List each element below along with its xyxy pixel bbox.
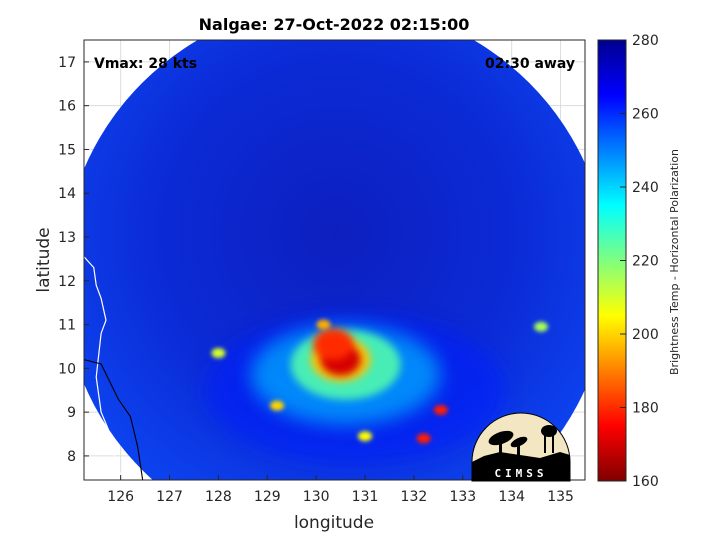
y-tick-label: 11 xyxy=(58,318,76,334)
colorbar-label: Brightness Temp - Horizontal Polarizatio… xyxy=(668,149,681,375)
colorbar-tick-label: 200 xyxy=(632,327,659,343)
x-tick-label: 127 xyxy=(156,489,183,505)
coastline-line xyxy=(84,359,144,480)
y-axis-label: latitude xyxy=(34,227,54,292)
colorbar-tick-label: 260 xyxy=(632,107,659,123)
x-axis: 126 127 128 129 130 131 132 133 134 135 xyxy=(107,475,574,505)
plot-area xyxy=(84,40,585,480)
colorbar-tick-label: 240 xyxy=(632,180,659,196)
feature-central-convection xyxy=(313,328,354,361)
feature-cloud-cell xyxy=(211,348,226,359)
y-tick-label: 14 xyxy=(58,186,76,202)
x-tick-label: 129 xyxy=(254,489,281,505)
cimss-logo: CIMSS xyxy=(471,412,571,482)
coastline xyxy=(84,256,144,480)
feature-rainband-cell xyxy=(416,433,431,444)
brightness-temp-swath xyxy=(84,40,585,480)
colorbar-tick-label: 220 xyxy=(632,254,659,270)
colorbar: 160 180 200 220 240 260 280 Brightness Temp - … xyxy=(597,33,681,490)
vmax-annotation: Vmax: 28 kts xyxy=(94,56,197,72)
x-tick-label: 135 xyxy=(547,489,574,505)
y-axis: 8 9 10 11 12 13 14 15 16 17 xyxy=(58,55,89,465)
y-tick-label: 8 xyxy=(67,449,76,465)
feature-cloud-cell xyxy=(534,321,549,332)
time-away-annotation: 02:30 away xyxy=(485,56,575,72)
x-tick-label: 131 xyxy=(352,489,379,505)
y-tick-label: 13 xyxy=(58,230,76,246)
colorbar-tick-label: 180 xyxy=(632,401,659,417)
colorbar-tick-label: 280 xyxy=(632,33,659,49)
logo-text: CIMSS xyxy=(494,467,547,480)
swath-features xyxy=(205,314,549,465)
x-axis-label: longitude xyxy=(294,513,374,533)
y-tick-label: 17 xyxy=(58,55,76,71)
feature-rainband-cell xyxy=(316,319,331,330)
feature-rainband-cell xyxy=(358,431,373,442)
plot-frame xyxy=(83,39,586,481)
y-tick-label: 12 xyxy=(58,274,76,290)
chart-title: Nalgae: 27-Oct-2022 02:15:00 xyxy=(199,15,470,34)
x-tick-label: 128 xyxy=(205,489,232,505)
logo-silhouette xyxy=(472,425,570,481)
coastline-line xyxy=(84,256,124,480)
y-tick-label: 15 xyxy=(58,142,76,158)
x-tick-label: 132 xyxy=(401,489,428,505)
y-tick-label: 10 xyxy=(58,361,76,377)
x-tick-label: 126 xyxy=(107,489,134,505)
feature-rainband-cell xyxy=(270,400,285,411)
y-tick-label: 16 xyxy=(58,99,76,115)
feature-rainband-cell xyxy=(433,404,448,415)
y-tick-label: 9 xyxy=(67,405,76,421)
colorbar-tick-label: 160 xyxy=(632,474,659,490)
x-tick-label: 133 xyxy=(449,489,476,505)
colorbar-ticks: 160 180 200 220 240 260 280 xyxy=(620,33,659,490)
x-tick-label: 134 xyxy=(498,489,525,505)
x-tick-label: 130 xyxy=(303,489,330,505)
